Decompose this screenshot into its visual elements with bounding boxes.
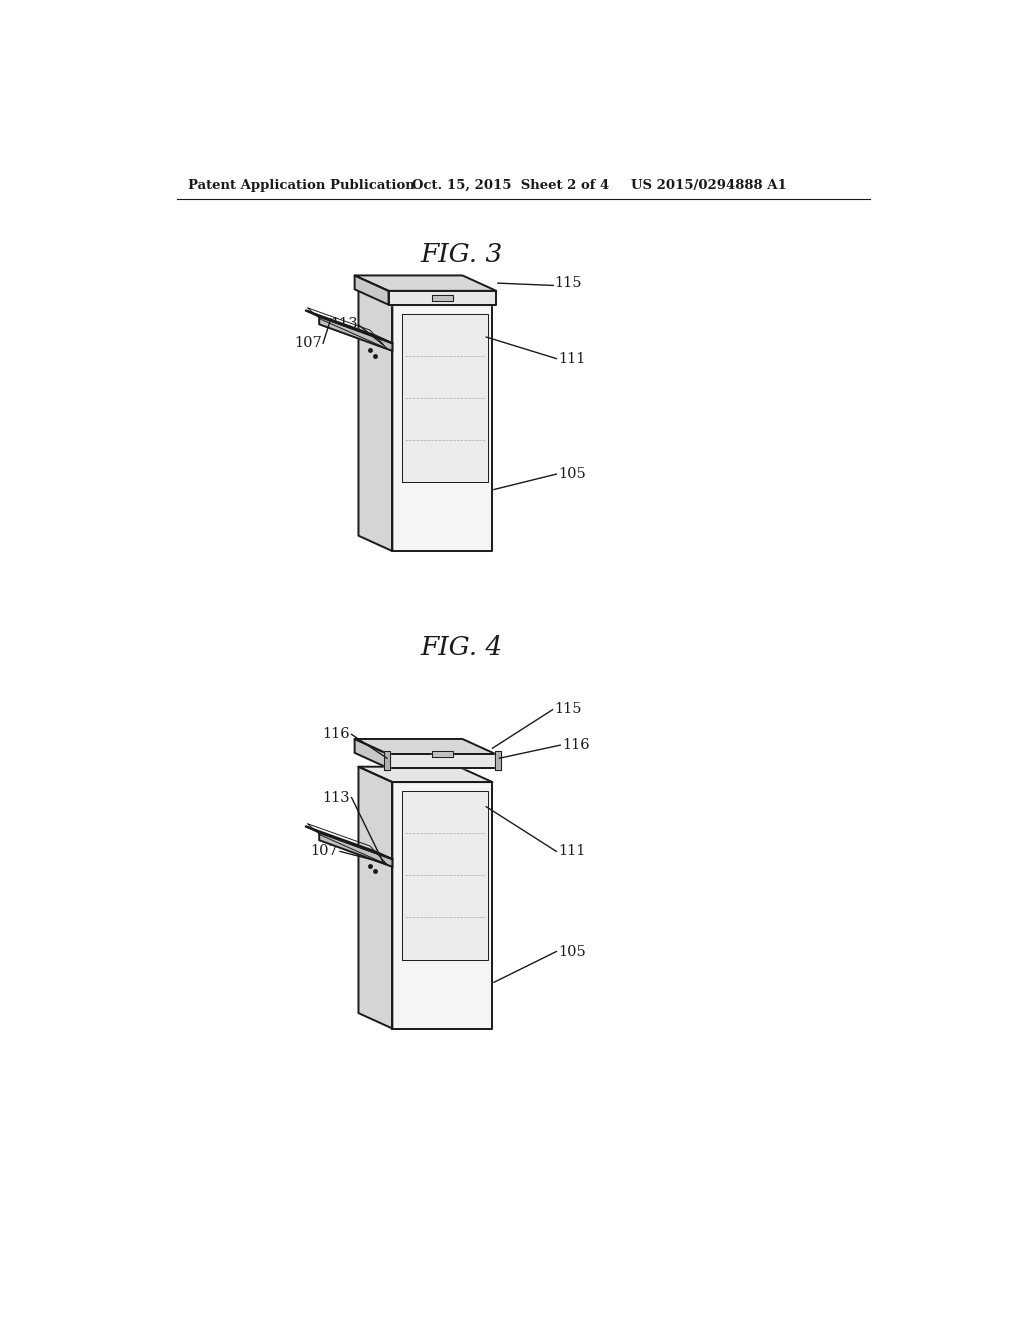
Polygon shape — [388, 755, 497, 768]
Text: FIG. 3: FIG. 3 — [421, 242, 503, 267]
Text: 105: 105 — [558, 467, 586, 480]
Polygon shape — [354, 276, 497, 290]
Text: US 2015/0294888 A1: US 2015/0294888 A1 — [631, 178, 786, 191]
Polygon shape — [392, 781, 493, 1028]
Text: 113: 113 — [323, 791, 350, 804]
Text: 107: 107 — [310, 845, 339, 858]
Text: FIG. 4: FIG. 4 — [421, 635, 503, 660]
Text: 115: 115 — [554, 702, 582, 715]
Text: Oct. 15, 2015  Sheet 2 of 4: Oct. 15, 2015 Sheet 2 of 4 — [412, 178, 609, 191]
Polygon shape — [354, 739, 388, 768]
Polygon shape — [432, 751, 454, 758]
Text: 116: 116 — [562, 738, 590, 752]
Polygon shape — [358, 289, 392, 552]
Text: 107: 107 — [294, 337, 322, 350]
Polygon shape — [319, 317, 392, 351]
Polygon shape — [354, 276, 388, 305]
Polygon shape — [392, 305, 493, 552]
Polygon shape — [401, 792, 487, 960]
Text: 105: 105 — [558, 945, 586, 958]
Text: 111: 111 — [558, 845, 586, 858]
Text: 111: 111 — [558, 351, 586, 366]
Polygon shape — [358, 767, 392, 1028]
Polygon shape — [319, 833, 392, 867]
Polygon shape — [358, 289, 493, 305]
Polygon shape — [358, 767, 493, 781]
Text: 113: 113 — [330, 317, 357, 331]
Text: Patent Application Publication: Patent Application Publication — [188, 178, 415, 191]
Polygon shape — [432, 294, 454, 301]
Polygon shape — [354, 739, 497, 755]
Polygon shape — [495, 751, 501, 770]
Polygon shape — [401, 314, 487, 482]
Text: 116: 116 — [323, 727, 350, 742]
Polygon shape — [305, 310, 392, 343]
Text: 115: 115 — [554, 276, 582, 290]
Polygon shape — [388, 290, 497, 305]
Polygon shape — [305, 826, 392, 859]
Polygon shape — [384, 751, 390, 770]
